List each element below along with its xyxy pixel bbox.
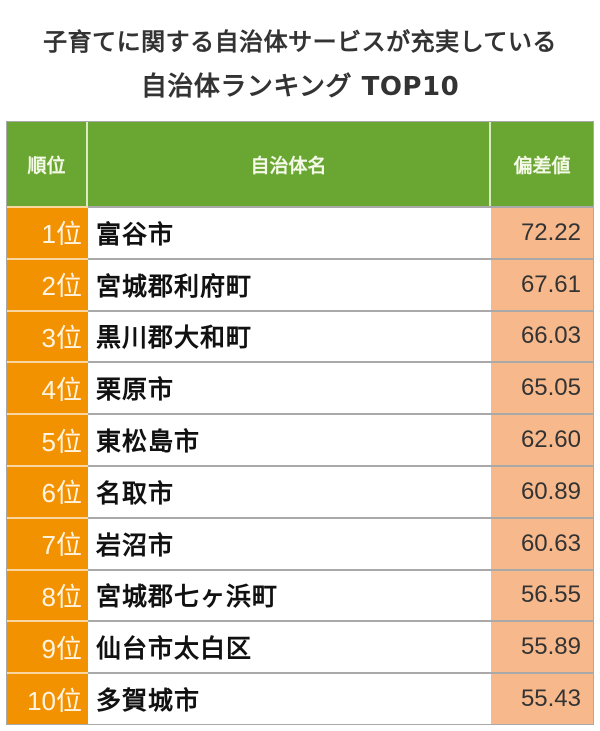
rank-cell: 3位 [7,309,88,362]
rank-cell: 9位 [7,620,88,673]
table-row: 3位 黒川郡大和町 66.03 [7,309,593,362]
score-cell: 65.05 [491,363,593,414]
table-row: 4位 栗原市 65.05 [7,361,593,414]
score-cell: 60.89 [491,466,593,517]
score-cell: 62.60 [491,415,593,465]
municipality-cell: 黒川郡大和町 [88,311,491,362]
table-row: 7位 岩沼市 60.63 [7,516,593,569]
table-row: 2位 宮城郡利府町 67.61 [7,257,593,310]
score-cell: 56.55 [491,570,593,621]
municipality-cell: 岩沼市 [88,518,491,569]
score-cell: 66.03 [491,311,593,362]
header-rank: 順位 [7,122,88,206]
ranking-table: 順位 自治体名 偏差値 1位 富谷市 72.22 2位 宮城郡利府町 67.61… [6,121,594,725]
score-cell: 67.61 [491,259,593,310]
table-row: 6位 名取市 60.89 [7,464,593,517]
municipality-cell: 栗原市 [88,363,491,414]
rank-cell: 7位 [7,516,88,569]
rank-cell: 6位 [7,464,88,517]
municipality-cell: 名取市 [88,466,491,517]
table-row: 10位 多賀城市 55.43 [7,672,593,724]
municipality-cell: 東松島市 [88,415,491,465]
municipality-cell: 富谷市 [88,208,491,258]
score-cell: 72.22 [491,208,593,258]
municipality-cell: 宮城郡利府町 [88,259,491,310]
page-title: 子育てに関する自治体サービスが充実している 自治体ランキング TOP10 [0,0,600,118]
table-header: 順位 自治体名 偏差値 [7,121,593,206]
header-deviation-score: 偏差値 [513,154,571,177]
municipality-cell: 宮城郡七ヶ浜町 [88,570,491,621]
table-row: 5位 東松島市 62.60 [7,413,593,465]
title-line-1: 子育てに関する自治体サービスが充実している [43,28,557,56]
table-row: 8位 宮城郡七ヶ浜町 56.55 [7,568,593,621]
header-municipality-name: 自治体名 [88,122,491,206]
table-row: 1位 富谷市 72.22 [7,206,593,258]
title-line-2: 自治体ランキング TOP10 [140,72,460,102]
table-row: 9位 仙台市太白区 55.89 [7,620,593,673]
score-cell: 55.89 [491,622,593,673]
rank-cell: 8位 [7,568,88,621]
rank-cell: 4位 [7,361,88,414]
rank-cell: 2位 [7,257,88,310]
score-cell: 55.43 [491,674,593,724]
rank-cell: 1位 [7,206,88,258]
rank-cell: 10位 [7,672,88,724]
score-cell: 60.63 [491,518,593,569]
rank-cell: 5位 [7,413,88,465]
municipality-cell: 多賀城市 [88,674,491,724]
municipality-cell: 仙台市太白区 [88,622,491,673]
